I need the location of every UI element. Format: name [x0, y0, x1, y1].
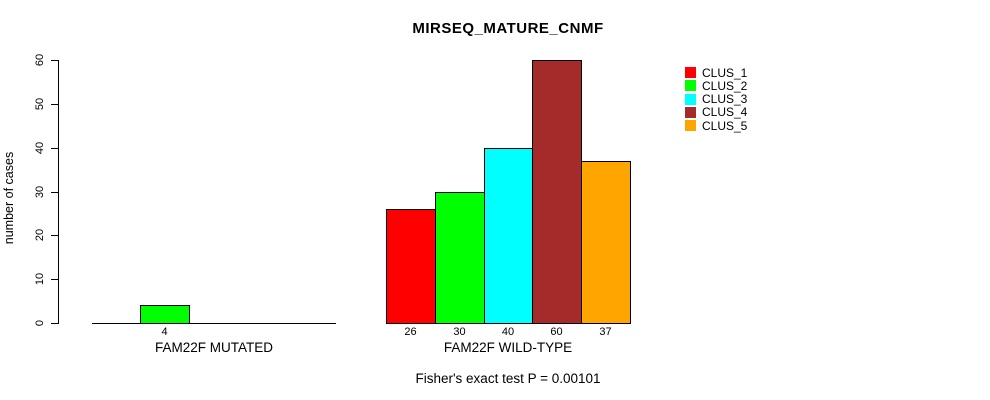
bar-clus_2 — [140, 305, 190, 324]
legend-swatch-clus_4 — [685, 107, 696, 118]
y-tick-mark — [51, 104, 58, 105]
bar-value-label: 37 — [599, 326, 612, 338]
legend-swatch-clus_2 — [685, 80, 696, 91]
bar-clus_2 — [435, 192, 485, 324]
y-tick-mark — [51, 235, 58, 236]
x-axis-baseline — [92, 323, 336, 324]
y-axis-line — [58, 60, 59, 324]
legend-label-clus_2: CLUS_2 — [702, 79, 748, 93]
bar-clus_5 — [581, 161, 631, 324]
fisher-test-annotation: Fisher's exact test P = 0.00101 — [415, 371, 601, 386]
bar-clus_4 — [532, 60, 582, 324]
legend-label-clus_4: CLUS_4 — [702, 105, 748, 119]
bar-value-label: 26 — [404, 326, 417, 338]
y-tick-mark — [51, 323, 58, 324]
legend-label-clus_3: CLUS_3 — [702, 92, 748, 106]
chart-title: MIRSEQ_MATURE_CNMF — [412, 20, 604, 37]
y-tick-mark — [51, 192, 58, 193]
y-tick-mark — [51, 279, 58, 280]
group-label: FAM22F MUTATED — [154, 340, 273, 355]
legend-label-clus_5: CLUS_5 — [702, 119, 748, 133]
legend-swatch-clus_3 — [685, 94, 696, 105]
y-tick-mark — [51, 148, 58, 149]
bar-value-label: 40 — [501, 326, 515, 338]
bar-clus_3 — [484, 148, 533, 324]
bar-value-label: 4 — [161, 326, 168, 338]
legend-swatch-clus_1 — [685, 67, 696, 78]
bar-value-label: 30 — [453, 326, 466, 338]
legend-swatch-clus_5 — [685, 120, 696, 131]
legend-label-clus_1: CLUS_1 — [702, 66, 748, 80]
group-label: FAM22F WILD-TYPE — [443, 340, 573, 355]
bar-value-label: 60 — [550, 326, 563, 338]
y-tick-mark — [51, 60, 58, 61]
